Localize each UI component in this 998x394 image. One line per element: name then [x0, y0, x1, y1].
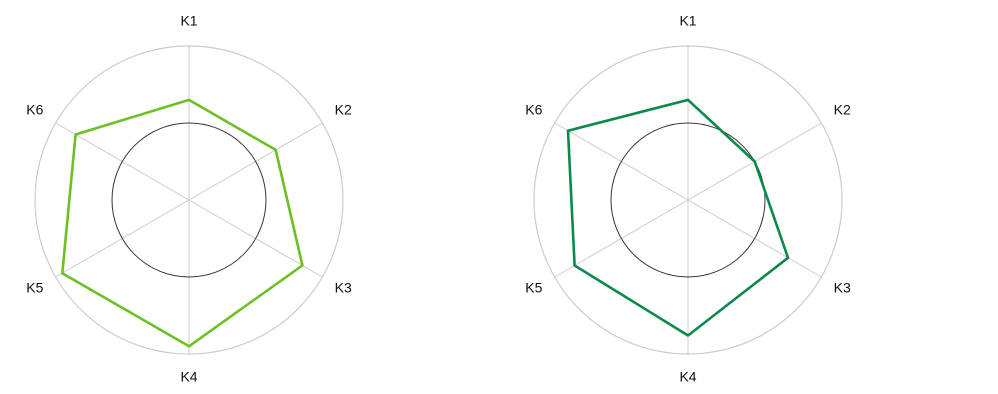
radar-chart-right: K1 K2 K3 K4 K5 K6 — [499, 0, 998, 394]
radar-chart-left: K1 K2 K3 K4 K5 K6 — [26, 13, 352, 385]
radar-chart-left-svg: K1 K2 K3 K4 K5 K6 — [26, 13, 352, 385]
left-axis-label-k6: K6 — [26, 102, 43, 118]
right-reference-circle — [610, 122, 766, 278]
right-axis-label-k4: K4 — [679, 369, 696, 385]
left-axis-label-k4: K4 — [180, 369, 197, 385]
right-axis-label-k6: K6 — [525, 102, 542, 118]
right-axis-label-k1: K1 — [679, 13, 696, 29]
left-axis-label-k3: K3 — [335, 280, 352, 296]
left-axis-label-k5: K5 — [26, 280, 43, 296]
radar-chart-right-svg: K1 K2 K3 K4 K5 K6 — [525, 13, 851, 385]
left-reference-circle — [111, 122, 267, 278]
right-axis-label-k3: K3 — [834, 280, 851, 296]
left-series-1-line — [60, 98, 304, 348]
right-axis-label-k5: K5 — [525, 280, 542, 296]
left-axis-label-k1: K1 — [180, 13, 197, 29]
right-axis-label-k2: K2 — [834, 102, 851, 118]
right-series-1-line — [566, 98, 790, 337]
left-axis-label-k2: K2 — [335, 102, 352, 118]
